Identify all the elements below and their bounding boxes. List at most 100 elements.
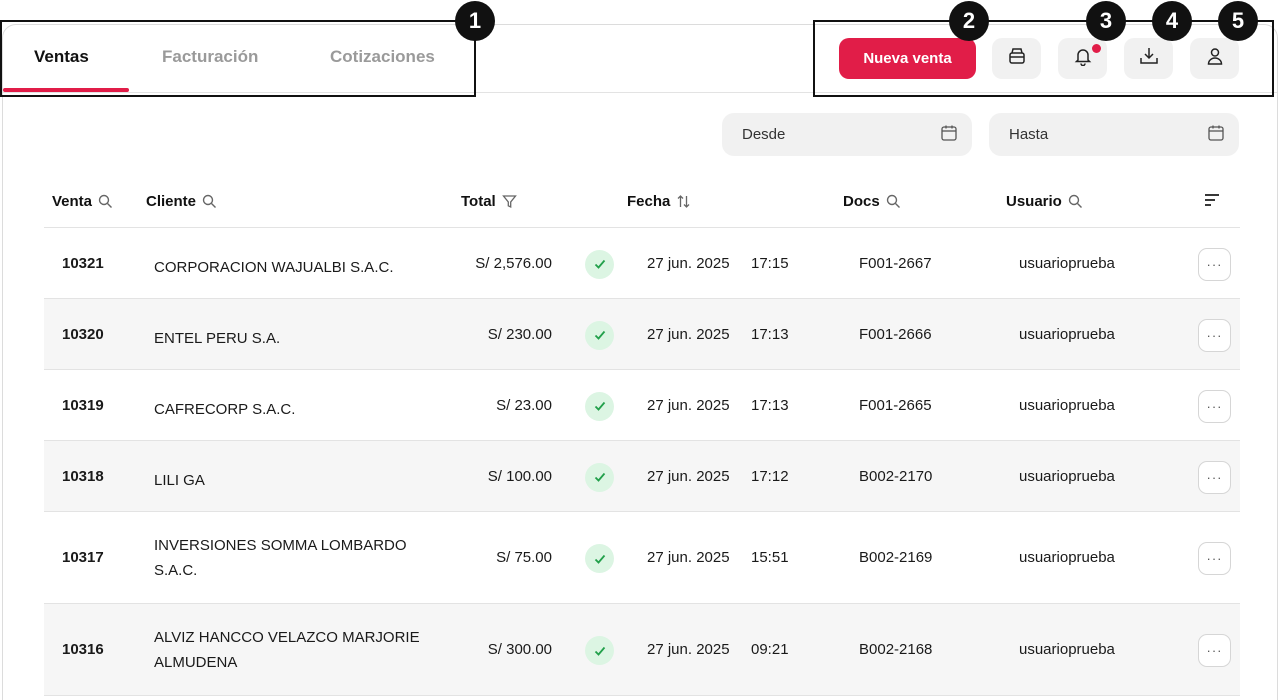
row-actions-button[interactable]: ···: [1198, 460, 1231, 494]
client-name: ENTEL PERU S.A.: [154, 329, 281, 347]
sale-total: S/ 230.00: [487, 325, 552, 343]
sale-time: 17:13: [751, 396, 789, 414]
user-name: usuarioprueba: [1019, 325, 1115, 343]
sale-id: 10318: [62, 467, 104, 485]
sort-icon[interactable]: [676, 194, 691, 209]
user-name: usuarioprueba: [1019, 254, 1115, 272]
search-icon[interactable]: [1068, 194, 1083, 209]
tab-facturacion[interactable]: Facturación: [162, 47, 259, 66]
status-check-icon: [585, 544, 614, 573]
filter-icon[interactable]: [501, 194, 517, 209]
sale-time: 17:15: [751, 254, 789, 272]
document-number: F001-2666: [859, 325, 932, 343]
row-actions-button[interactable]: ···: [1198, 389, 1231, 423]
search-icon[interactable]: [886, 194, 901, 209]
document-number: F001-2667: [859, 254, 932, 272]
user-name: usuarioprueba: [1019, 396, 1115, 414]
sale-date: 27 jun. 2025: [647, 396, 730, 414]
sales-panel: Ventas Facturación Cotizaciones Nueva ve…: [2, 24, 1278, 700]
sale-time: 09:21: [751, 641, 789, 658]
sale-id: 10316: [62, 641, 104, 658]
notification-dot: [1092, 44, 1101, 53]
column-header-fecha[interactable]: Fecha: [627, 193, 691, 210]
download-button[interactable]: [1124, 38, 1173, 79]
notifications-button[interactable]: [1058, 38, 1107, 79]
client-name: CORPORACION WAJUALBI S.A.C.: [154, 258, 394, 276]
sale-id: 10319: [62, 396, 104, 414]
client-name: CAFRECORP S.A.C.: [154, 400, 296, 418]
date-to-field[interactable]: Hasta: [989, 113, 1239, 156]
callout-badge-2: 2: [949, 1, 989, 41]
active-tab-indicator: [3, 88, 129, 92]
table-row[interactable]: 10316 ALVIZ HANCCO VELAZCO MARJORIE ALMUD…: [44, 604, 1240, 696]
column-label: Total: [461, 193, 496, 210]
sale-date: 27 jun. 2025: [647, 325, 730, 343]
callout-box-2-5: [813, 20, 1274, 97]
callout-badge-3: 3: [1086, 1, 1126, 41]
column-label: Usuario: [1006, 193, 1062, 210]
search-icon[interactable]: [98, 194, 113, 209]
date-from-label: Desde: [742, 126, 786, 143]
tab-ventas[interactable]: Ventas: [34, 47, 89, 66]
column-label: Venta: [52, 193, 93, 210]
sale-time: 17:12: [751, 467, 789, 485]
sale-total: S/ 2,576.00: [475, 254, 552, 272]
columns-settings-button[interactable]: [1204, 193, 1220, 207]
status-check-icon: [585, 249, 614, 279]
table-row[interactable]: 10321 CORPORACION WAJUALBI S.A.C. S/ 2,576…: [44, 228, 1240, 299]
table-row[interactable]: 10317 INVERSIONES SOMMA LOMBARDO S.A.C. S/…: [44, 512, 1240, 604]
document-number: B002-2168: [859, 641, 933, 658]
column-header-total[interactable]: Total: [461, 193, 517, 210]
calendar-icon: [1207, 124, 1225, 146]
status-check-icon: [585, 391, 614, 421]
calendar-icon: [940, 124, 958, 146]
status-check-icon: [585, 636, 614, 665]
more-icon: ···: [1206, 643, 1223, 658]
date-to-label: Hasta: [1009, 126, 1049, 143]
more-icon: ···: [1206, 469, 1223, 485]
callout-badge-5: 5: [1218, 1, 1258, 41]
bell-icon: [1073, 46, 1093, 71]
sale-date: 27 jun. 2025: [647, 467, 730, 485]
client-name: INVERSIONES SOMMA LOMBARDO S.A.C.: [154, 537, 407, 579]
sale-time: 15:51: [751, 549, 789, 566]
document-number: F001-2665: [859, 396, 932, 414]
tab-cotizaciones[interactable]: Cotizaciones: [330, 47, 435, 66]
sort-lines-icon: [1204, 193, 1220, 207]
row-actions-button[interactable]: ···: [1198, 634, 1231, 667]
sale-id: 10320: [62, 325, 104, 343]
sale-total: S/ 100.00: [487, 467, 552, 485]
table-row[interactable]: 10319 CAFRECORP S.A.C. S/ 23.00 27 jun. 202…: [44, 370, 1240, 441]
table-row[interactable]: 10318 LILI GA S/ 100.00 27 jun. 2025 17:12 B0…: [44, 441, 1240, 512]
row-actions-button[interactable]: ···: [1198, 318, 1231, 352]
search-icon[interactable]: [202, 194, 217, 209]
sale-date: 27 jun. 2025: [647, 254, 730, 272]
row-actions-button[interactable]: ···: [1198, 247, 1231, 281]
column-label: Docs: [843, 193, 880, 210]
column-header-cliente[interactable]: Cliente: [146, 193, 217, 210]
more-icon: ···: [1206, 256, 1223, 272]
column-header-venta[interactable]: Venta: [52, 193, 113, 210]
user-name: usuarioprueba: [1019, 467, 1115, 485]
column-header-usuario[interactable]: Usuario: [1006, 193, 1083, 210]
new-sale-button[interactable]: Nueva venta: [839, 38, 976, 79]
table-row[interactable]: 10320 ENTEL PERU S.A. S/ 230.00 27 jun. 202…: [44, 299, 1240, 370]
more-icon: ···: [1206, 398, 1223, 414]
profile-button[interactable]: [1190, 38, 1239, 79]
user-name: usuarioprueba: [1019, 641, 1115, 658]
sale-total: S/ 75.00: [496, 549, 552, 566]
user-name: usuarioprueba: [1019, 549, 1115, 566]
cash-register-icon: [1007, 46, 1027, 71]
sale-date: 27 jun. 2025: [647, 641, 730, 658]
status-check-icon: [585, 320, 614, 350]
cash-register-button[interactable]: [992, 38, 1041, 79]
user-icon: [1205, 46, 1225, 71]
column-header-docs[interactable]: Docs: [843, 193, 901, 210]
download-icon: [1138, 45, 1160, 72]
header-divider: [44, 227, 1240, 228]
more-icon: ···: [1206, 327, 1223, 343]
date-from-field[interactable]: Desde: [722, 113, 972, 156]
more-icon: ···: [1206, 551, 1223, 566]
column-label: Fecha: [627, 193, 671, 210]
row-actions-button[interactable]: ···: [1198, 542, 1231, 575]
